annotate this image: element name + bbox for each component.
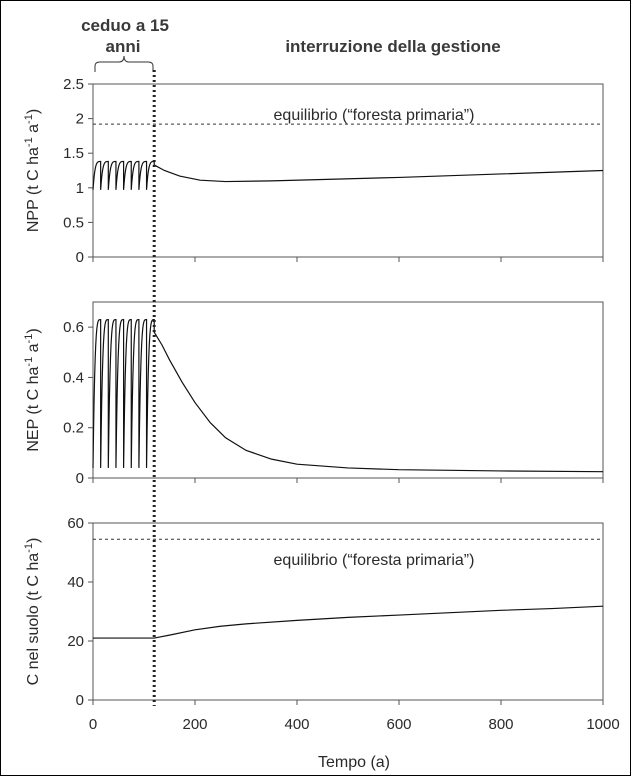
x-axis-label: Tempo (a) xyxy=(318,754,390,771)
y-tick-label-npp: 2 xyxy=(76,111,84,128)
y-tick-label-npp: 2.5 xyxy=(63,76,84,93)
y-axis-label-nep: NEP (t C ha-1 a-1) xyxy=(23,328,42,451)
series-line-soil xyxy=(93,605,604,639)
y-axis-label-part: NEP (t C ha xyxy=(25,366,42,451)
y-axis-label-soil: C nel suolo (t C ha-1) xyxy=(23,538,42,686)
x-tick-label: 0 xyxy=(89,716,97,733)
x-tick-label: 800 xyxy=(488,716,513,733)
x-tick-label: 600 xyxy=(386,716,411,733)
header-management-stop: interruzione della gestione xyxy=(285,37,500,56)
y-tick-label-npp: 0.5 xyxy=(63,214,84,231)
header-coppice-line1: ceduo a 15 xyxy=(81,16,169,35)
y-tick-label-nep: 0.6 xyxy=(63,319,84,336)
equilibrium-label-npp: equilibrio (“foresta primaria”) xyxy=(274,107,475,124)
y-axis-label-part: a xyxy=(25,124,42,137)
y-tick-label-nep: 0.4 xyxy=(63,369,84,386)
y-tick-label-soil: 40 xyxy=(67,574,84,591)
y-axis-label-npp: NPP (t C ha-1 a-1) xyxy=(23,109,42,232)
y-axis-label-part: -1 xyxy=(23,334,35,344)
y-axis-label-part: ) xyxy=(25,328,42,333)
x-tick-label: 400 xyxy=(284,716,309,733)
y-axis-label-part: ) xyxy=(25,109,42,114)
x-tick-label: 200 xyxy=(182,716,207,733)
y-axis-label-part: ) xyxy=(25,538,42,543)
y-axis-label-part: NPP (t C ha xyxy=(25,147,42,232)
y-axis-label-part: -1 xyxy=(23,137,35,147)
equilibrium-label-soil: equilibrio (“foresta primaria”) xyxy=(274,552,475,569)
series-line-npp xyxy=(92,160,604,190)
y-tick-label-npp: 1 xyxy=(76,180,84,197)
plot-area-soil xyxy=(92,522,604,701)
y-tick-label-nep: 0 xyxy=(76,470,84,487)
header-coppice-line2: anni xyxy=(106,37,141,56)
x-tick-label: 1000 xyxy=(586,716,619,733)
y-axis-label-part: C nel suolo (t C ha xyxy=(25,553,42,686)
y-axis-label-part: -1 xyxy=(23,543,35,553)
y-axis-label-part: a xyxy=(25,343,42,356)
y-tick-label-npp: 1.5 xyxy=(63,145,84,162)
y-tick-label-soil: 0 xyxy=(76,692,84,709)
y-axis-label-part: -1 xyxy=(23,114,35,124)
panel-soil: 0 20 40 60 C nel suolo (t C ha-1) equilibrio … xyxy=(23,515,604,709)
series-line-nep xyxy=(92,319,604,473)
y-tick-label-soil: 20 xyxy=(67,633,84,650)
plot-area-nep xyxy=(92,301,604,479)
y-tick-label-nep: 0.2 xyxy=(63,420,84,437)
y-axis-label-part: -1 xyxy=(23,357,35,367)
y-tick-label-soil: 60 xyxy=(67,515,84,532)
coppice-brace xyxy=(94,55,154,72)
y-tick-label-npp: 0 xyxy=(76,249,84,266)
